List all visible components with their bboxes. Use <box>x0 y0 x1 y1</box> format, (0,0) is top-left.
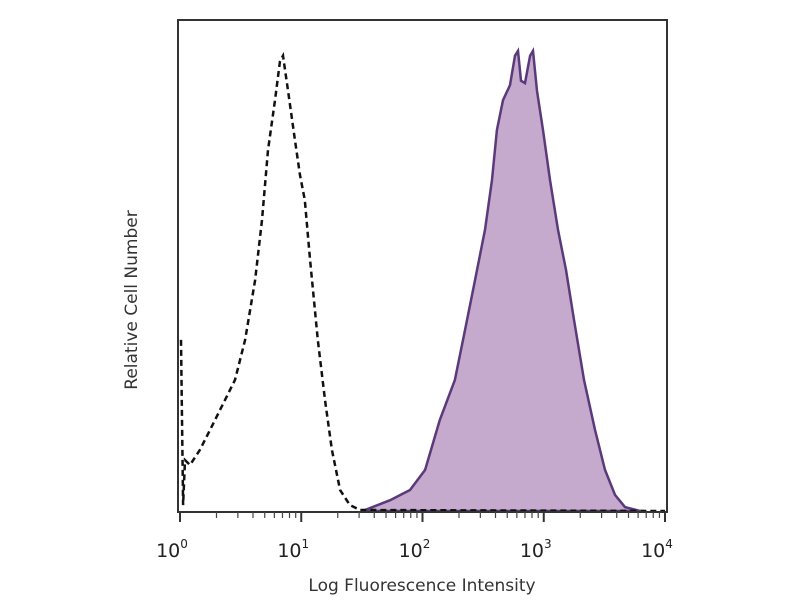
series-layer <box>179 47 666 513</box>
x-tick-label: 101 <box>277 537 309 562</box>
x-axis-label: Log Fluorescence Intensity <box>308 576 535 596</box>
x-tick-label: 103 <box>520 537 552 562</box>
dashed-control-histogram-series <box>179 51 666 513</box>
x-axis-ticks: 100 101 102 103 104 <box>156 511 673 562</box>
filled-histogram-series <box>363 47 641 513</box>
y-axis-label: Relative Cell Number <box>122 210 142 389</box>
x-tick-label: 102 <box>399 537 431 562</box>
x-tick-label: 100 <box>156 537 188 562</box>
x-tick-label: 104 <box>641 537 673 562</box>
